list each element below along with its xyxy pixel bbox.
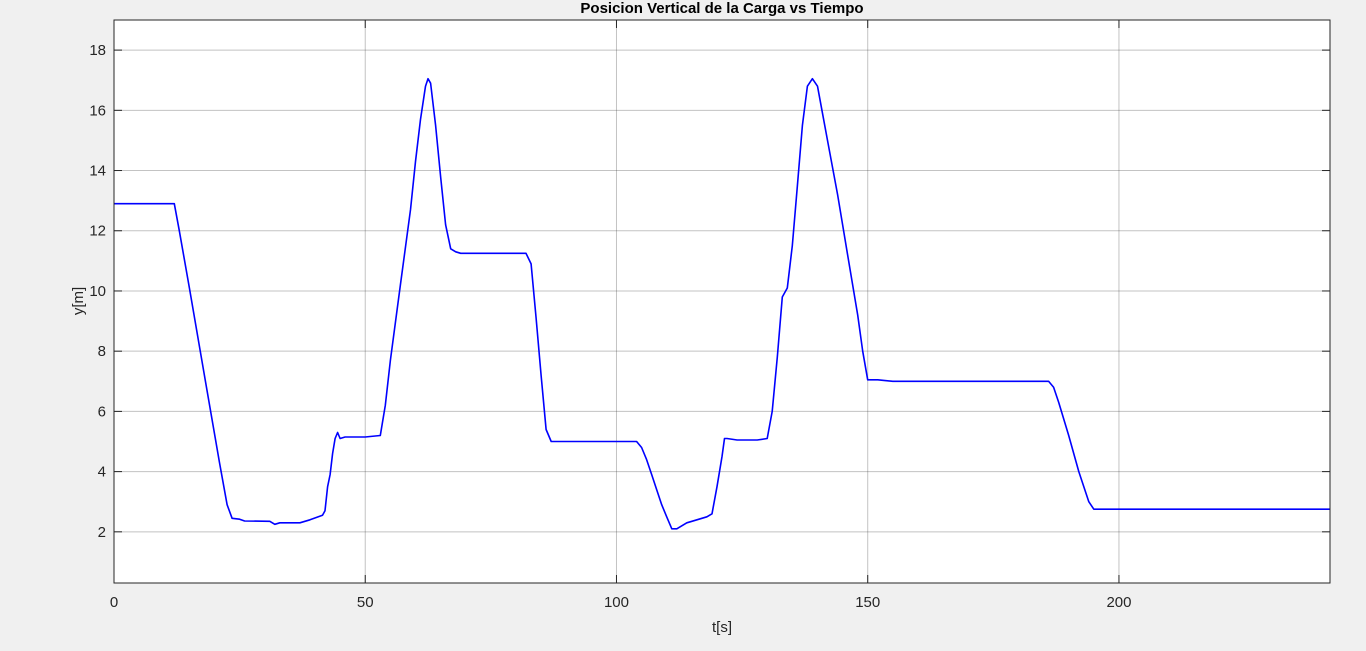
series-layer	[114, 77, 1330, 530]
x-axis-label: t[s]	[712, 619, 732, 636]
tick-labels: 0 50 100 150 200 2 4 6 8 10 12 14 16 18	[89, 42, 1131, 611]
y-tick-label: 6	[98, 403, 106, 420]
grid-lines	[113, 20, 1330, 583]
tick-marks	[113, 20, 1330, 583]
y-tick-label: 14	[89, 163, 106, 180]
x-tick-label: 150	[855, 594, 880, 611]
series-line	[114, 77, 1330, 530]
y-tick-label: 2	[98, 524, 106, 541]
x-tick-label: 0	[110, 594, 118, 611]
y-tick-label: 16	[89, 102, 106, 119]
x-tick-label: 200	[1106, 594, 1131, 611]
y-axis-label: y[m]	[70, 287, 87, 315]
plot-border	[113, 19, 1331, 584]
x-tick-label: 100	[604, 594, 629, 611]
plot-area	[114, 20, 1330, 583]
y-tick-label: 4	[98, 464, 106, 481]
y-tick-label: 18	[89, 42, 106, 59]
x-tick-label: 50	[357, 594, 374, 611]
y-tick-label: 10	[89, 283, 106, 300]
chart-title: Posicion Vertical de la Carga vs Tiempo	[580, 0, 863, 17]
y-tick-label: 12	[89, 223, 106, 240]
y-tick-label: 8	[98, 343, 106, 360]
